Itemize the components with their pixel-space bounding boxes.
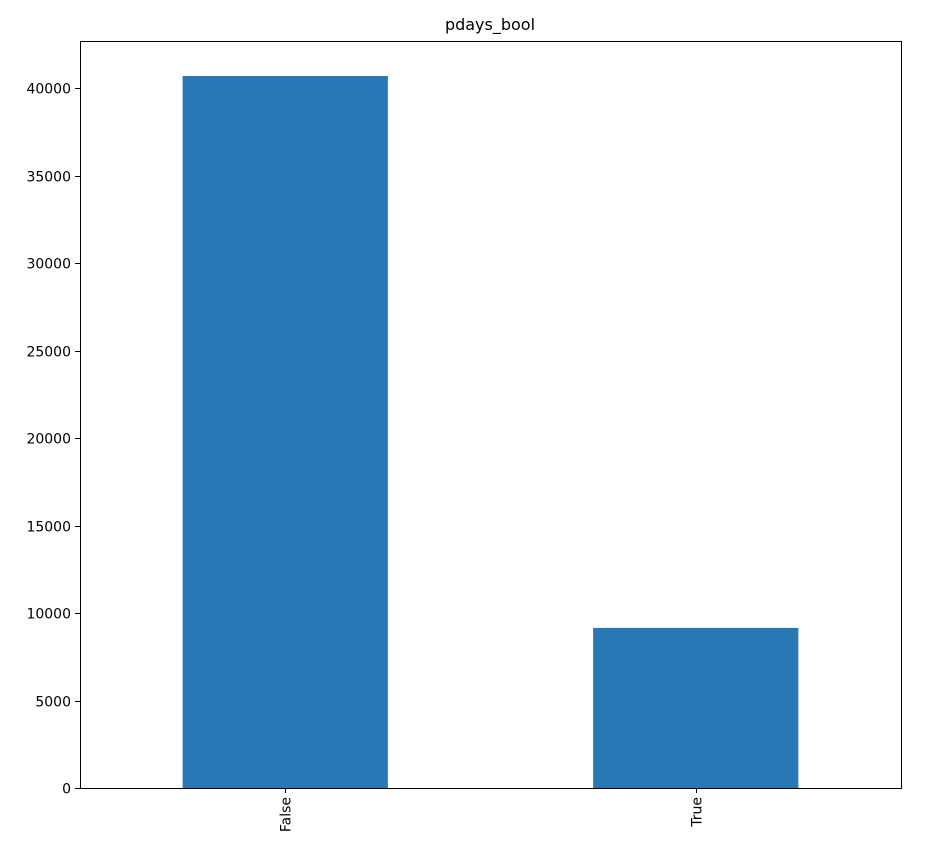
y-tick-label: 15000 xyxy=(26,520,71,536)
y-tick-label: 35000 xyxy=(26,170,71,186)
bars-group xyxy=(182,75,799,789)
y-tick-label: 0 xyxy=(62,782,71,798)
y-tick-label: 10000 xyxy=(26,607,71,623)
bar-false xyxy=(182,75,388,789)
y-axis: 0 5000 10000 15000 20000 25000 30000 35000 40000 xyxy=(26,82,80,798)
x-axis: False True xyxy=(279,788,706,832)
y-tick-label: 30000 xyxy=(26,257,71,273)
y-tick-label: 20000 xyxy=(26,432,71,448)
y-tick-label: 40000 xyxy=(26,82,71,98)
y-tick-label: 25000 xyxy=(26,345,71,361)
plot-frame xyxy=(80,41,902,789)
x-tick-label-false: False xyxy=(279,797,295,832)
y-tick-label: 5000 xyxy=(35,695,71,711)
bar-true xyxy=(593,627,799,788)
x-tick-label-true: True xyxy=(690,797,706,828)
chart-title: pdays_bool xyxy=(445,15,535,35)
